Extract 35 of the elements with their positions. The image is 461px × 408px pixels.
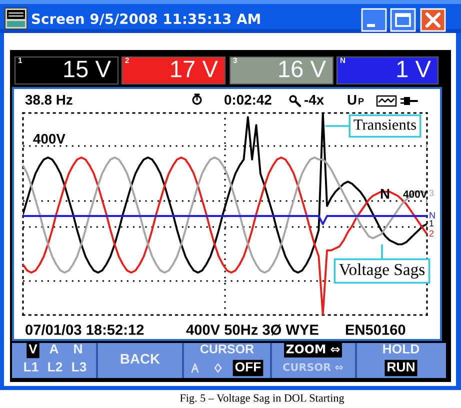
text: 16 V	[279, 60, 326, 78]
annotation: 400V	[403, 190, 428, 198]
text: U	[348, 95, 356, 105]
text: L3	[72, 362, 86, 372]
text: 38.8 Hz	[25, 94, 72, 105]
text: 15 V	[64, 60, 111, 78]
text: A	[50, 344, 58, 354]
text: CURSOR ⇔	[283, 363, 343, 372]
text: L1	[24, 362, 38, 372]
text: BACK	[120, 354, 160, 364]
text: 1 V	[397, 60, 431, 78]
chart-title: Screen 9/5/2008 11:35:13 AM	[32, 14, 260, 26]
text: HOLD	[383, 344, 420, 354]
caption: Fig. 5 – Voltage Sag in DOL Starting	[180, 394, 344, 404]
text: 0:02:42	[224, 94, 272, 105]
series-label: N	[430, 212, 435, 218]
text: -4x	[304, 95, 324, 105]
text: N	[74, 344, 82, 354]
text: 17 V	[171, 60, 218, 78]
text: V	[28, 344, 38, 354]
series-label: 3	[429, 190, 434, 196]
text: EN50160	[346, 324, 406, 335]
text: OFF	[235, 362, 261, 372]
annotation: 400V	[33, 134, 66, 144]
text: RUN	[388, 362, 414, 372]
text: CURSOR	[200, 344, 254, 354]
text: 07/01/03 18:52:12	[26, 324, 144, 336]
text: 400V 50Hz 3Ø WYE	[186, 324, 318, 336]
text: L2	[48, 362, 62, 372]
series-label: 2	[429, 230, 434, 237]
annotation: Voltage Sags	[339, 263, 425, 279]
text: P	[358, 98, 364, 104]
annotation: Transients	[354, 120, 416, 130]
text: ZOOM ⇔	[286, 344, 340, 354]
series-label: 1	[430, 220, 434, 226]
